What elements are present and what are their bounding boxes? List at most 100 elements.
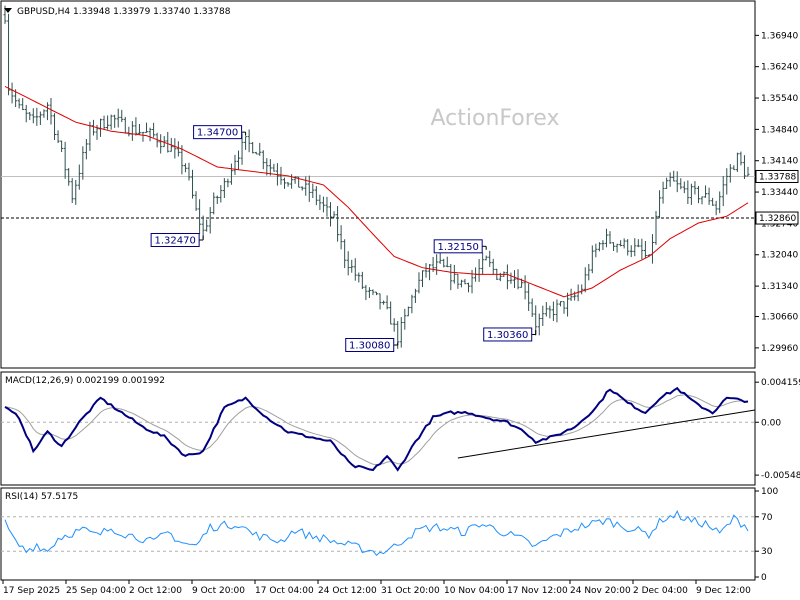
ohlc-bar [523, 275, 527, 300]
ohlc-bar [725, 168, 729, 195]
ohlc-bar [484, 255, 488, 261]
price-tick-label: 1.34840 [761, 125, 798, 135]
ohlc-bar [597, 242, 601, 252]
ohlc-bar [558, 301, 562, 307]
ohlc-bar [728, 164, 732, 183]
callout-label: 1.32150 [438, 242, 479, 253]
ohlc-bar [700, 196, 704, 205]
ohlc-bar [53, 113, 57, 140]
macd-label: MACD(12,26,9) 0.002199 0.001992 [5, 376, 165, 386]
ohlc-bar [325, 196, 329, 217]
ohlc-bar [145, 122, 149, 133]
ohlc-bar [375, 291, 378, 296]
ohlc-bar [403, 308, 407, 330]
ohlc-bar [594, 243, 598, 258]
ohlc-bar [102, 115, 106, 130]
moving-average-line [4, 85, 749, 298]
callout-label: 1.30360 [487, 330, 528, 341]
ohlc-bar [244, 136, 248, 150]
ohlc-bar [91, 119, 95, 136]
macd-trendline [457, 409, 756, 459]
ohlc-bar [665, 177, 669, 189]
x-tick-label: 10 Nov 04:00 [444, 586, 505, 596]
symbol-header: GBPUSD,H4 1.33948 1.33979 1.33740 1.3378… [17, 7, 231, 17]
ohlc-bar [544, 302, 548, 317]
ohlc-bar [343, 239, 347, 269]
ohlc-bar [120, 109, 124, 123]
ohlc-bar [212, 192, 216, 215]
ohlc-bar [353, 258, 357, 281]
price-tick-label: 1.32040 [761, 251, 798, 261]
ohlc-bar [481, 252, 485, 275]
ohlc-bar [49, 98, 53, 125]
ohlc-bar [265, 158, 269, 176]
ohlc-bar [106, 115, 110, 130]
menu-triangle-icon[interactable] [4, 8, 12, 13]
callout-label: 1.30080 [349, 341, 390, 352]
ohlc-bar [176, 141, 180, 157]
ohlc-bar [488, 250, 492, 267]
ohlc-bar [668, 172, 672, 187]
ohlc-bar [696, 185, 700, 204]
x-tick-label: 9 Dec 12:00 [696, 586, 751, 596]
ohlc-bar [604, 228, 608, 248]
ohlc-bar [219, 185, 223, 203]
ohlc-bar [449, 264, 453, 291]
ohlc-bar [357, 272, 361, 283]
ohlc-bar [17, 98, 21, 109]
macd-panel [0, 371, 756, 486]
ohlc-bar [254, 151, 258, 155]
ohlc-bar [742, 155, 746, 179]
ohlc-bar [113, 114, 117, 128]
ohlc-bar [707, 187, 711, 205]
ohlc-bar [686, 180, 690, 205]
ohlc-bar [587, 264, 591, 281]
ohlc-bar [162, 136, 166, 148]
ohlc-bar [382, 300, 386, 305]
ohlc-bar [63, 141, 67, 179]
ohlc-bar [279, 166, 283, 185]
ohlc-bar [247, 129, 251, 153]
price-tick-label: 1.29960 [761, 344, 798, 354]
ohlc-bar [389, 301, 393, 325]
ohlc-bar [21, 97, 25, 111]
ohlc-bar [191, 169, 195, 199]
ohlc-bar [81, 146, 85, 180]
x-tick-label: 24 Nov 20:00 [570, 586, 631, 596]
support-level-box [755, 211, 799, 225]
ohlc-bar [24, 104, 28, 123]
ohlc-bar [732, 165, 736, 171]
x-tick-label: 17 Oct 04:00 [255, 586, 314, 596]
current-price-box [755, 169, 799, 183]
ohlc-bar [201, 215, 205, 240]
ohlc-bar [643, 240, 647, 259]
ohlc-bar [329, 202, 333, 227]
ohlc-bar [551, 301, 555, 321]
ohlc-bar [509, 272, 513, 284]
ohlc-bar [555, 299, 559, 323]
ohlc-bar [445, 256, 449, 268]
ohlc-bar [70, 178, 74, 203]
ohlc-bar [463, 278, 467, 285]
ohlc-bar [311, 183, 315, 199]
ohlc-bar [608, 231, 612, 245]
ohlc-bar [714, 200, 718, 216]
price-callout: 1.32470 [150, 232, 204, 247]
ohlc-bar [283, 177, 287, 189]
macd-main-line [4, 386, 749, 472]
macd-axis: 0.004159 0.00 -0.005485 [755, 378, 800, 481]
ohlc-bar [746, 166, 750, 177]
x-tick-label: 25 Sep 04:00 [66, 586, 126, 596]
callout-box [345, 338, 395, 353]
ohlc-bar [548, 305, 552, 319]
x-tick-label: 17 Sep 2025 [3, 586, 60, 596]
price-tick-label: 1.36940 [761, 31, 798, 41]
ohlc-bar [116, 108, 120, 128]
ohlc-bar [491, 258, 495, 275]
price-tick-label: 1.30660 [761, 313, 798, 323]
ohlc-bar [166, 131, 170, 153]
ohlc-bar [183, 163, 187, 173]
ohlc-bar [672, 170, 676, 182]
rsi-panel [0, 487, 756, 581]
